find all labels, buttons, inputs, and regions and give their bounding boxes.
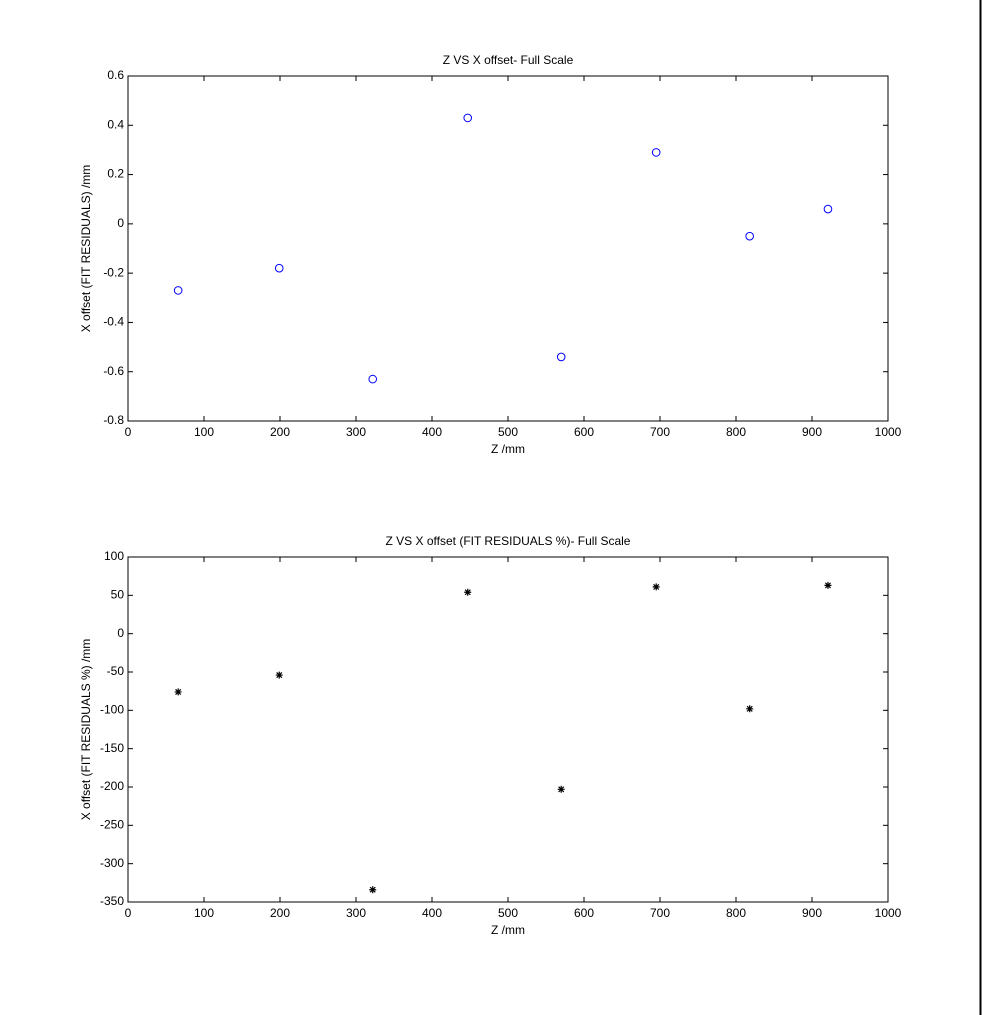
point	[824, 581, 832, 589]
y-tick-label: 0	[117, 216, 124, 230]
x-tick-label: 500	[498, 425, 518, 439]
x-tick-label: 0	[125, 906, 132, 920]
point	[745, 231, 754, 241]
y-tick-label: 0.6	[107, 68, 124, 82]
x-tick-label: 600	[574, 906, 594, 920]
point	[275, 671, 283, 679]
y-tick-label: -0.6	[103, 364, 124, 378]
x-tick-label: 100	[194, 425, 214, 439]
y-tick-label: 100	[104, 549, 124, 563]
x-tick-label: 900	[802, 906, 822, 920]
x-axis-label: Z /mm	[491, 442, 525, 456]
y-tick-label: -300	[100, 856, 124, 870]
x-tick-label: 0	[125, 425, 132, 439]
x-tick-label: 100	[194, 906, 214, 920]
x-tick-label: 200	[270, 906, 290, 920]
point	[463, 113, 473, 123]
y-tick-label: 0.4	[107, 117, 124, 131]
y-tick-label: 0	[117, 626, 124, 640]
y-axis-label: X offset (FIT RESIDUALS) /mm	[79, 165, 93, 333]
y-tick-label: -250	[100, 818, 124, 832]
point	[823, 204, 833, 214]
x-tick-label: 700	[650, 425, 670, 439]
y-tick-label: 50	[111, 588, 125, 602]
y-tick-label: -100	[100, 703, 124, 717]
y-tick-label: -50	[107, 664, 125, 678]
x-tick-label: 300	[346, 425, 366, 439]
chart-title: Z VS X offset (FIT RESIDUALS %)- Full Sc…	[386, 534, 631, 548]
y-tick-label: -0.8	[103, 413, 124, 427]
point	[556, 352, 566, 362]
point	[174, 688, 182, 696]
x-tick-label: 500	[498, 906, 518, 920]
chart-title: Z VS X offset- Full Scale	[443, 53, 574, 67]
y-axis-label: X offset (FIT RESIDUALS %) /mm	[79, 639, 93, 821]
y-tick-label: -200	[100, 779, 124, 793]
point	[274, 263, 284, 273]
y-tick-label: -0.4	[103, 315, 124, 329]
point	[173, 286, 183, 295]
x-tick-label: 1000	[875, 906, 902, 920]
point	[652, 583, 660, 591]
x-tick-label: 200	[270, 425, 290, 439]
x-tick-label: 600	[574, 425, 594, 439]
x-tick-label: 900	[802, 425, 822, 439]
x-tick-label: 300	[346, 906, 366, 920]
y-tick-label: -350	[100, 894, 124, 908]
y-tick-label: -0.2	[103, 265, 124, 279]
point	[369, 886, 377, 894]
x-tick-label: 1000	[875, 425, 902, 439]
y-tick-label: 0.2	[107, 167, 124, 181]
point	[368, 374, 378, 384]
x-tick-label: 400	[422, 906, 442, 920]
point	[651, 148, 661, 157]
x-tick-label: 700	[650, 906, 670, 920]
point	[557, 785, 565, 793]
x-tick-label: 400	[422, 425, 442, 439]
point	[746, 705, 754, 713]
x-tick-label: 800	[726, 906, 746, 920]
x-axis-label: Z /mm	[491, 923, 525, 937]
y-tick-label: -150	[100, 741, 124, 755]
point	[464, 588, 472, 596]
x-tick-label: 800	[726, 425, 746, 439]
